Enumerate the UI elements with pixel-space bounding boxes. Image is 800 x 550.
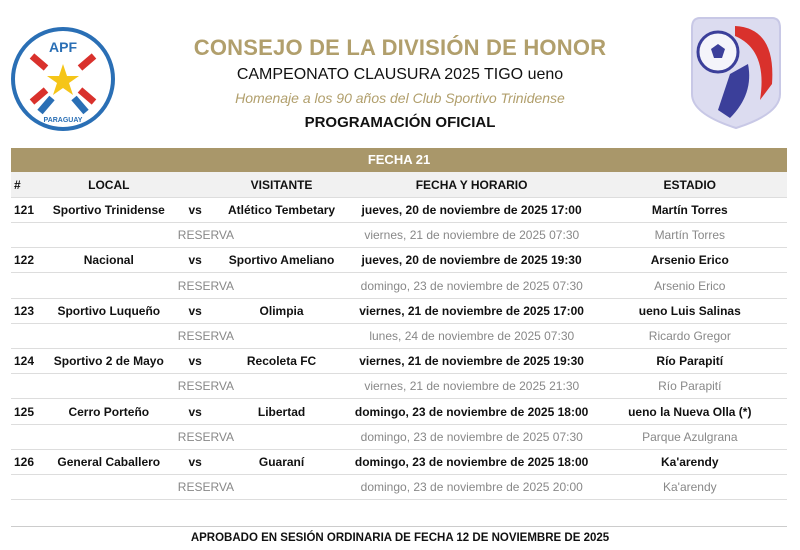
reserve-row: RESERVA viernes, 21 de noviembre de 2025… bbox=[11, 223, 787, 249]
reserve-datetime: viernes, 21 de noviembre de 2025 21:30 bbox=[364, 379, 580, 394]
reserve-stadium: Martín Torres bbox=[654, 228, 726, 243]
match-row: 124 Sportivo 2 de Mayo vs Recoleta FC vi… bbox=[11, 349, 787, 375]
reserve-row: RESERVA viernes, 21 de noviembre de 2025… bbox=[11, 374, 787, 400]
round-band: FECHA 21 bbox=[11, 148, 787, 172]
championship-name: CAMPEONATO CLAUSURA 2025 TIGO ueno bbox=[236, 66, 564, 83]
stadium: Río Parapití bbox=[656, 354, 724, 369]
home-team: Sportivo Luqueño bbox=[57, 303, 161, 318]
home-team: Nacional bbox=[83, 253, 134, 268]
stadium: Martín Torres bbox=[651, 203, 728, 217]
stadium: ueno la Nueva Olla (*) bbox=[628, 404, 752, 419]
reserve-row: RESERVA domingo, 23 de noviembre de 2025… bbox=[11, 425, 787, 450]
stadium: Arsenio Erico bbox=[650, 253, 729, 268]
reserve-label: RESERVA bbox=[177, 379, 235, 394]
reserve-stadium: Parque Azulgrana bbox=[642, 429, 738, 444]
reserve-datetime: viernes, 21 de noviembre de 2025 07:30 bbox=[364, 228, 580, 243]
away-team: Guaraní bbox=[258, 455, 305, 469]
col-estadio: ESTADIO bbox=[663, 177, 716, 192]
match-datetime: domingo, 23 de noviembre de 2025 18:00 bbox=[354, 455, 589, 469]
table-header: # LOCAL VISITANTE FECHA Y HORARIO ESTADI… bbox=[11, 172, 787, 198]
away-team: Recoleta FC bbox=[246, 354, 317, 369]
reserve-label: RESERVA bbox=[177, 278, 235, 293]
reserve-datetime: domingo, 23 de noviembre de 2025 07:30 bbox=[360, 429, 583, 444]
reserve-stadium: Río Parapití bbox=[658, 379, 722, 394]
home-team: General Caballero bbox=[57, 455, 161, 469]
away-team: Olimpia bbox=[259, 303, 304, 318]
vs-label: vs bbox=[188, 404, 202, 419]
stadium: ueno Luis Salinas bbox=[638, 303, 741, 318]
home-team: Sportivo 2 de Mayo bbox=[53, 354, 164, 369]
col-local: LOCAL bbox=[88, 177, 130, 192]
reserve-stadium: Arsenio Erico bbox=[654, 278, 726, 293]
match-row: 126 General Caballero vs Guaraní domingo… bbox=[11, 450, 787, 475]
match-datetime: domingo, 23 de noviembre de 2025 18:00 bbox=[354, 404, 589, 419]
vs-label: vs bbox=[188, 203, 202, 217]
match-number: 122 bbox=[14, 253, 35, 268]
reserve-label: RESERVA bbox=[177, 429, 235, 444]
reserve-label: RESERVA bbox=[177, 480, 235, 495]
division-logo bbox=[691, 17, 781, 130]
approval-note: APROBADO EN SESIÓN ORDINARIA DE FECHA 12… bbox=[190, 532, 610, 544]
reserve-datetime: lunes, 24 de noviembre de 2025 07:30 bbox=[369, 329, 575, 343]
match-number: 124 bbox=[14, 354, 35, 369]
match-datetime: viernes, 21 de noviembre de 2025 19:30 bbox=[359, 354, 584, 369]
away-team: Atlético Tembetary bbox=[227, 203, 336, 217]
reserve-datetime: domingo, 23 de noviembre de 2025 20:00 bbox=[360, 480, 583, 495]
match-row: 123 Sportivo Luqueño vs Olimpia viernes,… bbox=[11, 299, 787, 324]
away-team: Sportivo Ameliano bbox=[228, 253, 335, 268]
match-number: 121 bbox=[14, 203, 35, 217]
match-number: 125 bbox=[14, 404, 35, 419]
section-title: PROGRAMACIÓN OFICIAL bbox=[304, 114, 496, 131]
match-datetime: jueves, 20 de noviembre de 2025 17:00 bbox=[361, 203, 582, 217]
svg-text:APF: APF bbox=[49, 39, 77, 55]
vs-label: vs bbox=[188, 303, 202, 318]
home-team: Cerro Porteño bbox=[68, 404, 150, 419]
vs-label: vs bbox=[188, 455, 202, 469]
divider bbox=[11, 526, 787, 527]
col-visitante: VISITANTE bbox=[250, 177, 313, 192]
reserve-row: RESERVA domingo, 23 de noviembre de 2025… bbox=[11, 475, 787, 501]
tribute-text: Homenaje a los 90 años del Club Sportivo… bbox=[235, 90, 565, 106]
match-number: 126 bbox=[14, 455, 35, 469]
reserve-row: RESERVA domingo, 23 de noviembre de 2025… bbox=[11, 274, 787, 299]
reserve-label: RESERVA bbox=[177, 228, 235, 243]
match-datetime: viernes, 21 de noviembre de 2025 17:00 bbox=[359, 303, 584, 318]
vs-label: vs bbox=[188, 253, 202, 268]
vs-label: vs bbox=[188, 354, 202, 369]
svg-text:PARAGUAY: PARAGUAY bbox=[44, 117, 83, 124]
apf-logo: APF PARAGUAY bbox=[11, 27, 115, 131]
match-number: 123 bbox=[14, 303, 35, 318]
match-row: 121 Sportivo Trinidense vs Atlético Temb… bbox=[11, 198, 787, 223]
home-team: Sportivo Trinidense bbox=[52, 203, 165, 217]
reserve-row: RESERVA lunes, 24 de noviembre de 2025 0… bbox=[11, 324, 787, 349]
reserve-stadium: Ka'arendy bbox=[662, 480, 717, 495]
match-datetime: jueves, 20 de noviembre de 2025 19:30 bbox=[361, 253, 582, 268]
col-num: # bbox=[14, 177, 21, 192]
col-fecha: FECHA Y HORARIO bbox=[415, 177, 528, 192]
match-row: 122 Nacional vs Sportivo Ameliano jueves… bbox=[11, 248, 787, 274]
away-team: Libertad bbox=[257, 404, 306, 419]
reserve-label: RESERVA bbox=[177, 329, 235, 343]
reserve-stadium: Ricardo Gregor bbox=[648, 329, 731, 343]
reserve-datetime: domingo, 23 de noviembre de 2025 07:30 bbox=[360, 278, 583, 293]
match-row: 125 Cerro Porteño vs Libertad domingo, 2… bbox=[11, 400, 787, 425]
page-title: CONSEJO DE LA DIVISIÓN DE HONOR bbox=[193, 35, 607, 60]
stadium: Ka'arendy bbox=[661, 455, 719, 469]
